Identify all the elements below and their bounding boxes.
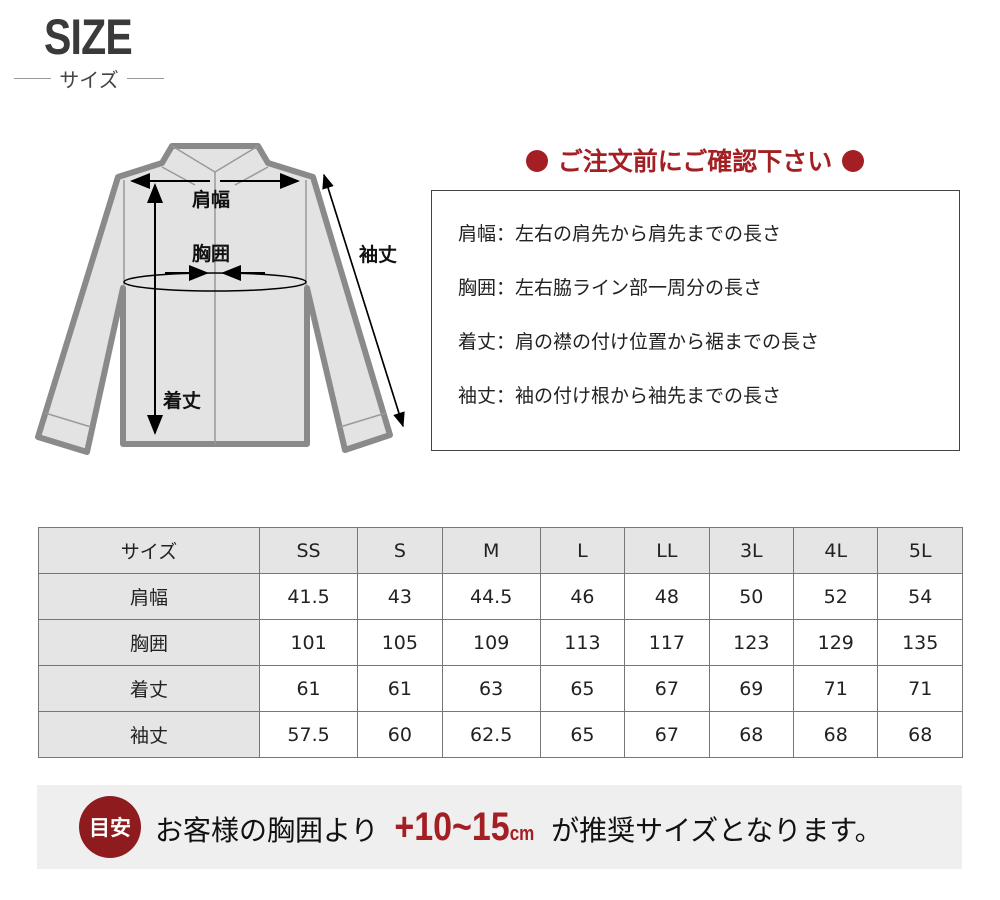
table-cell: 61	[258, 665, 359, 712]
row-header: 袖丈	[38, 711, 260, 758]
table-cell: 61	[357, 665, 443, 712]
bullet-dot-icon	[842, 150, 865, 172]
label-chest: 胸囲	[192, 242, 230, 265]
shirt-illustration	[35, 143, 393, 455]
table-cell: 50	[708, 573, 795, 620]
row-header: 胸囲	[38, 619, 260, 666]
notice-heading-text: ご注文前にご確認下さい	[557, 147, 833, 176]
table-cell: 101	[258, 619, 359, 666]
column-header: SS	[258, 527, 359, 574]
table-cell: 105	[357, 619, 443, 666]
page-subtitle: サイズ	[14, 64, 164, 93]
row-header: 着丈	[38, 665, 260, 712]
table-cell: 65	[539, 711, 626, 758]
divider	[14, 78, 52, 79]
range-value: +10~15	[394, 804, 511, 849]
table-cell: 68	[708, 711, 795, 758]
label-sleeve: 袖丈	[359, 243, 397, 266]
table-cell: 69	[708, 665, 795, 712]
notice-line: 肩幅：左右の肩先から肩先までの長さ	[458, 223, 782, 245]
table-cell: 44.5	[441, 573, 541, 620]
table-cell: 57.5	[258, 711, 359, 758]
divider	[126, 78, 164, 79]
table-cell: 60	[357, 711, 443, 758]
recommendation-banner: 目安 お客様の胸囲より +10~15cm が推奨サイズとなります。	[37, 785, 962, 869]
table-cell: 67	[624, 711, 710, 758]
table-row: 肩幅 41.5 43 44.5 46 48 50 52 54	[38, 573, 963, 620]
banner-suffix: が推奨サイズとなります。	[551, 813, 883, 847]
table-cell: 43	[357, 573, 443, 620]
table-cell: 68	[793, 711, 879, 758]
shirt-diagram: 肩幅 胸囲 着丈 袖丈	[35, 143, 405, 455]
notice-line: 着丈：肩の襟の付け位置から裾までの長さ	[458, 331, 820, 353]
table-cell: 54	[877, 573, 963, 620]
label-shoulder: 肩幅	[192, 188, 230, 211]
column-header: L	[539, 527, 626, 574]
table-cell: 135	[877, 619, 963, 666]
table-cell: 71	[877, 665, 963, 712]
row-header: 肩幅	[38, 573, 260, 620]
notice-heading: ご注文前にご確認下さい	[480, 142, 910, 178]
notice-line: 胸囲：左右脇ライン部一周分の長さ	[458, 277, 763, 299]
banner-range: +10~15cm	[395, 805, 535, 850]
table-cell: 65	[539, 665, 626, 712]
size-table: サイズ SS S M L LL 3L 4L 5L 肩幅 41.5 43 44.5 46 48 50 52 54 胸囲…	[38, 527, 963, 758]
bullet-dot-icon	[525, 150, 548, 172]
table-cell: 129	[793, 619, 879, 666]
column-header: サイズ	[38, 527, 260, 574]
column-header: LL	[624, 527, 710, 574]
table-cell: 123	[708, 619, 795, 666]
table-cell: 117	[624, 619, 710, 666]
table-row: 着丈 61 61 63 65 67 69 71 71	[38, 665, 963, 712]
table-cell: 52	[793, 573, 879, 620]
table-cell: 109	[441, 619, 541, 666]
subtitle-text: サイズ	[59, 68, 119, 92]
table-cell: 68	[877, 711, 963, 758]
range-unit: cm	[510, 822, 535, 845]
column-header: 3L	[708, 527, 795, 574]
table-cell: 62.5	[441, 711, 541, 758]
table-cell: 48	[624, 573, 710, 620]
table-cell: 71	[793, 665, 879, 712]
table-row: 袖丈 57.5 60 62.5 65 67 68 68 68	[38, 711, 963, 758]
page-title: SIZE	[44, 9, 133, 65]
table-cell: 46	[539, 573, 626, 620]
table-cell: 113	[539, 619, 626, 666]
column-header: S	[357, 527, 443, 574]
table-cell: 41.5	[258, 573, 359, 620]
guide-badge: 目安	[79, 796, 141, 858]
column-header: 4L	[793, 527, 879, 574]
notice-box: 肩幅：左右の肩先から肩先までの長さ 胸囲：左右脇ライン部一周分の長さ 着丈：肩の…	[431, 190, 960, 451]
table-cell: 67	[624, 665, 710, 712]
measure-arrows	[123, 173, 405, 435]
column-header: M	[441, 527, 541, 574]
label-length: 着丈	[163, 389, 201, 412]
table-cell: 63	[441, 665, 541, 712]
table-header-row: サイズ SS S M L LL 3L 4L 5L	[38, 527, 963, 574]
table-row: 胸囲 101 105 109 113 117 123 129 135	[38, 619, 963, 666]
column-header: 5L	[877, 527, 963, 574]
banner-prefix: お客様の胸囲より	[155, 813, 379, 847]
notice-line: 袖丈：袖の付け根から袖先までの長さ	[458, 385, 782, 407]
